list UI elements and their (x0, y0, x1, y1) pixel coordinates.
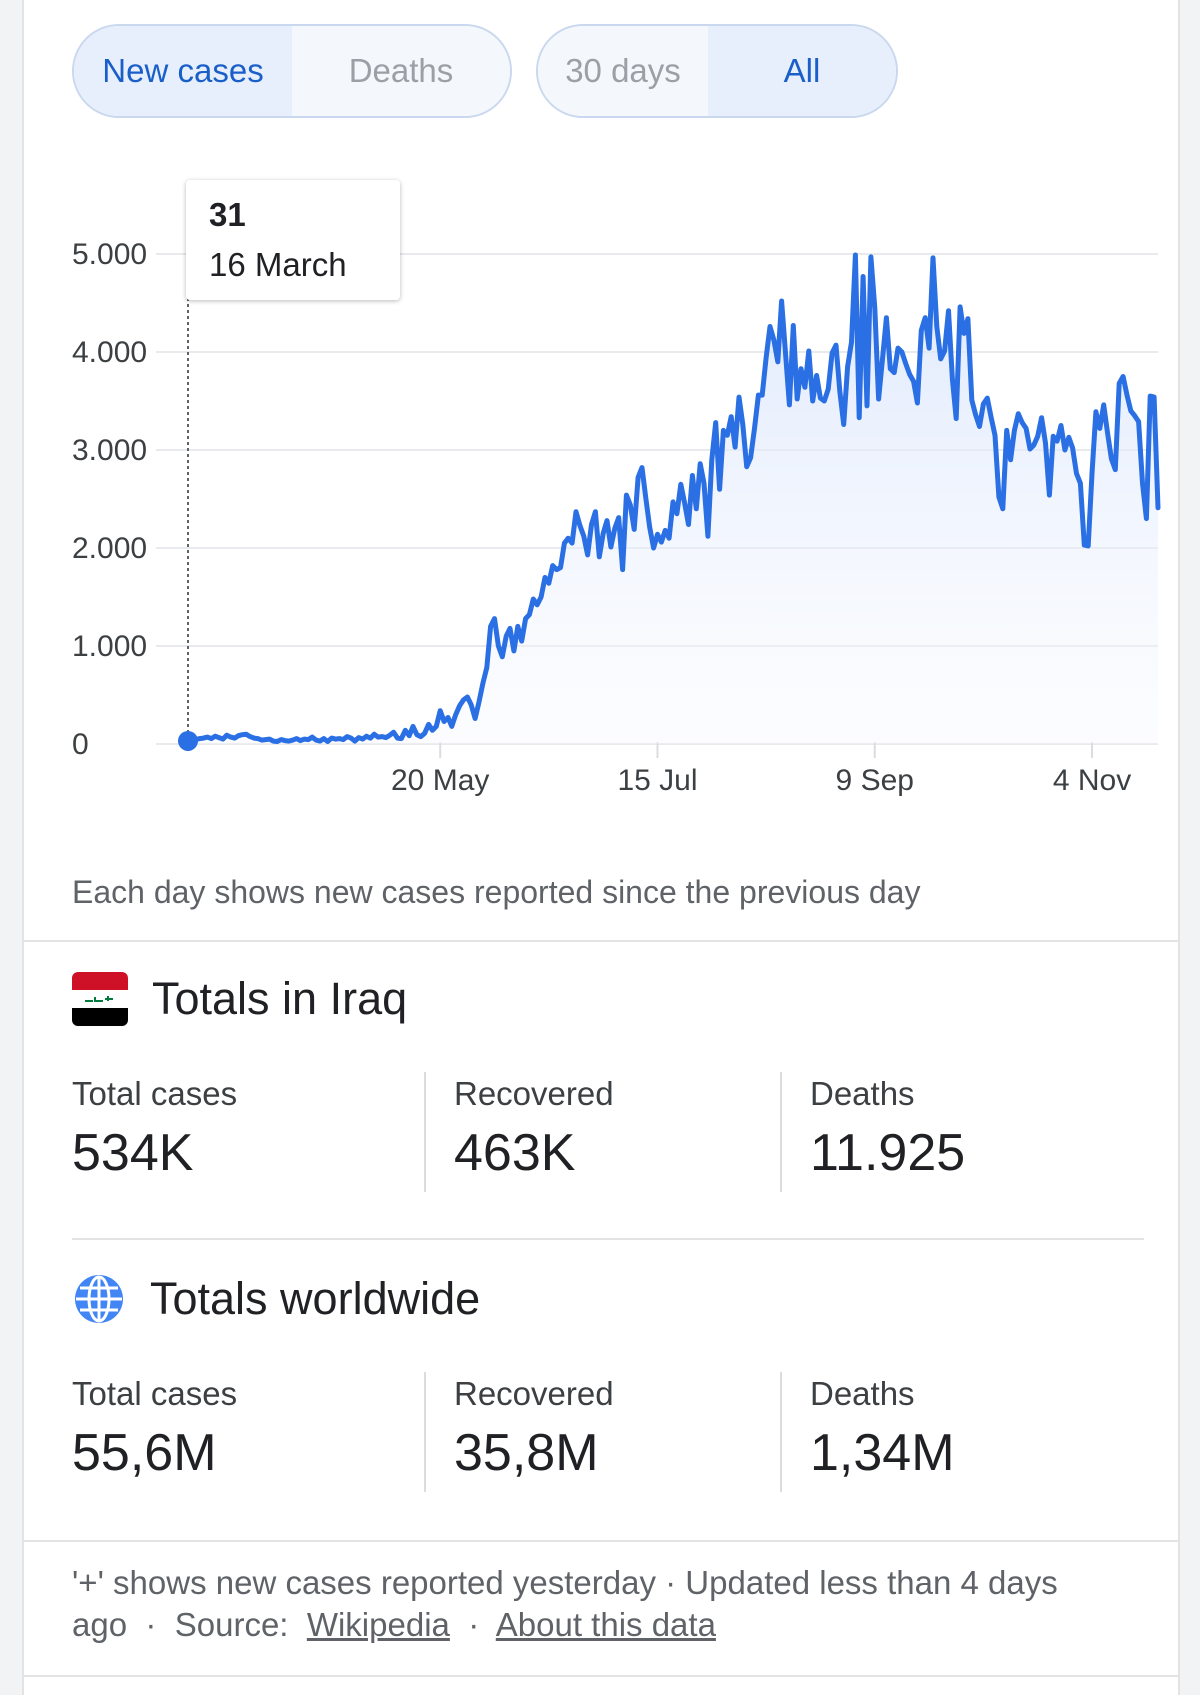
stat-label: Deaths (810, 1375, 915, 1412)
new-cases-series-line (185, 252, 1161, 744)
all-tab[interactable]: All (708, 26, 896, 116)
y-tick-label: 5.000 (72, 238, 147, 271)
footer-text-end: ago (72, 1606, 128, 1643)
x-tick-label: 9 Sep (836, 764, 914, 797)
source-label: Source: (174, 1606, 289, 1643)
stat-value: 534K (72, 1124, 194, 1182)
30-days-tab[interactable]: 30 days (538, 26, 708, 116)
y-tick-label: 0 (72, 728, 89, 761)
iraq-title: Totals in Iraq (152, 973, 408, 1024)
tooltip-date: 16 March (209, 246, 347, 283)
footer: '+' shows new cases reported yesterday ·… (72, 1562, 1152, 1646)
iraq-recovered: Recovered 463K (454, 1075, 614, 1183)
stat-value: 1,34M (810, 1424, 955, 1482)
tooltip-value: 31 (209, 196, 246, 233)
world-title: Totals worldwide (150, 1273, 481, 1324)
stat-label: Total cases (72, 1075, 238, 1112)
new-cases-tab[interactable]: New cases (74, 26, 292, 116)
stat-value: 35,8M (454, 1424, 599, 1482)
stat-divider (780, 1072, 782, 1192)
iraq-deaths: Deaths 11.925 (810, 1075, 965, 1183)
x-tick-label: 4 Nov (1053, 764, 1131, 797)
x-tick-label: 15 Jul (617, 764, 697, 797)
bottom-divider (24, 1675, 1178, 1677)
stat-label: Recovered (454, 1075, 614, 1112)
iraq-heading: Totals in Iraq (72, 972, 407, 1026)
deaths-tab[interactable]: Deaths (292, 26, 510, 116)
selected-point-marker (178, 730, 198, 751)
stat-value: 55,6M (72, 1424, 217, 1482)
world-deaths: Deaths 1,34M (810, 1375, 955, 1483)
new-cases-chart[interactable]: 0 1.000 2.000 3.000 4.000 5.000 20 May 15 Jul 9 … (24, 150, 1182, 810)
footer-text: '+' shows new cases reported yesterday ·… (72, 1564, 1058, 1601)
section-divider (24, 1540, 1178, 1542)
wikipedia-link[interactable]: Wikipedia (306, 1606, 450, 1643)
footer-separator: · (145, 1606, 157, 1643)
world-total-cases: Total cases 55,6M (72, 1375, 237, 1483)
metric-toggle: New cases Deaths (72, 24, 512, 118)
stat-value: 463K (454, 1124, 576, 1182)
footer-separator: · (468, 1606, 480, 1643)
stat-divider (424, 1072, 426, 1192)
about-data-link[interactable]: About this data (495, 1606, 716, 1643)
world-heading: Totals worldwide (72, 1272, 480, 1326)
section-divider (24, 940, 1178, 942)
y-tick-label: 2.000 (72, 532, 147, 565)
world-recovered: Recovered 35,8M (454, 1375, 614, 1483)
y-tick-label: 3.000 (72, 434, 147, 467)
covid-card: New cases Deaths 30 days All 0 1.000 2.000… (22, 0, 1180, 1695)
y-tick-label: 4.000 (72, 336, 147, 369)
stat-label: Deaths (810, 1075, 915, 1112)
stat-divider (424, 1372, 426, 1492)
stat-divider (780, 1372, 782, 1492)
section-divider (72, 1238, 1144, 1240)
x-tick-label: 20 May (391, 764, 489, 797)
chart-note: Each day shows new cases reported since … (72, 874, 921, 910)
iraq-flag-icon (72, 972, 128, 1026)
y-tick-label: 1.000 (72, 630, 147, 663)
stat-label: Total cases (72, 1375, 238, 1412)
range-toggle: 30 days All (536, 24, 898, 118)
stat-value: 11.925 (810, 1124, 966, 1182)
iraq-total-cases: Total cases 534K (72, 1075, 237, 1183)
chart-tooltip: 31 16 March (186, 180, 400, 300)
area-fill (188, 255, 1158, 744)
stat-label: Recovered (454, 1375, 614, 1412)
globe-icon (75, 1275, 123, 1323)
